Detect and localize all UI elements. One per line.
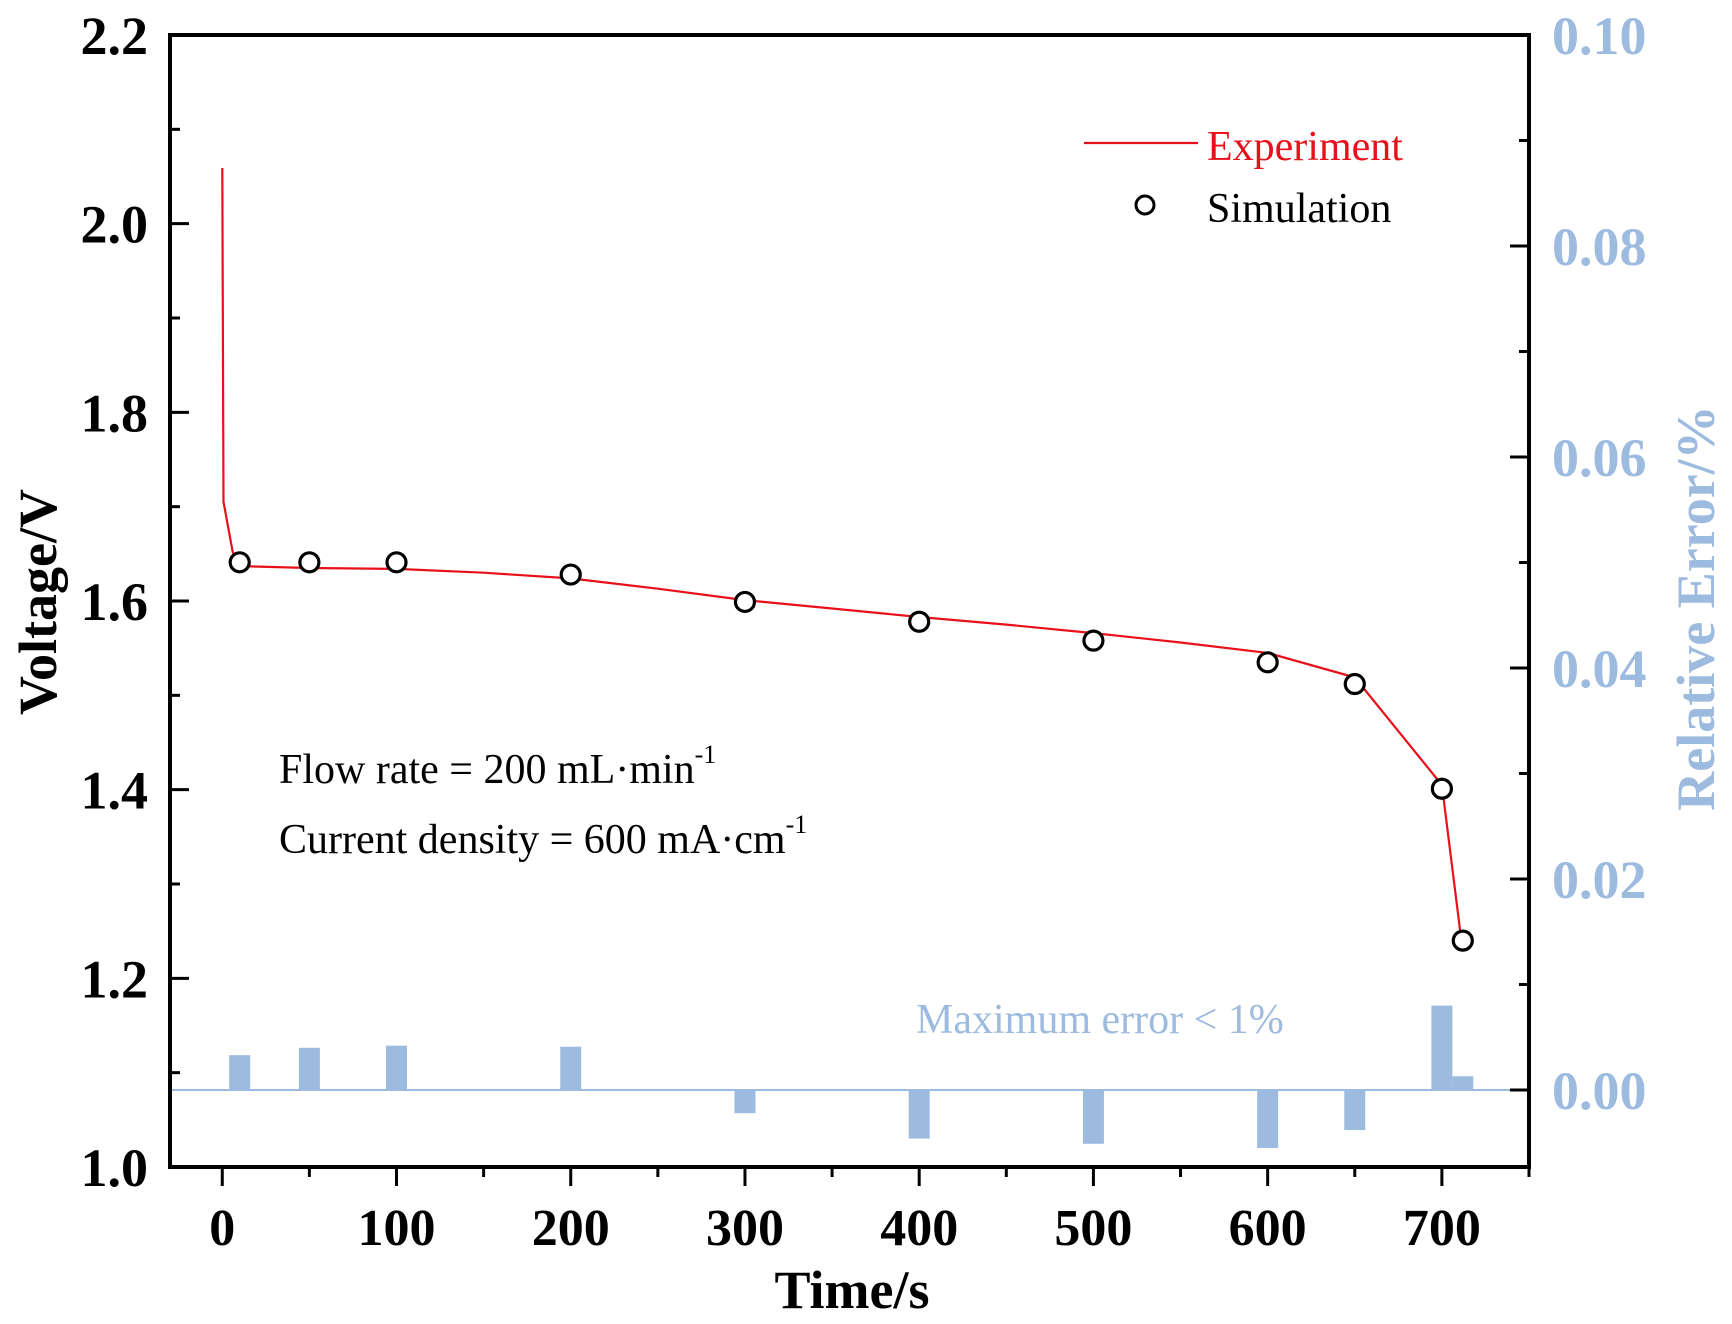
right-tick-label: 0.06 [1552,428,1647,488]
error-bar [229,1055,251,1090]
error-bar [734,1089,756,1114]
simulation-point [228,551,251,574]
x-axis-title: Time/s [774,1260,929,1320]
x-tick-label: 500 [1054,1200,1132,1257]
legend-experiment-label: Experiment [1207,124,1403,170]
flow-rate-sup: -1 [695,740,717,769]
legend: Experiment Simulation [1084,124,1403,232]
x-tick-label: 100 [358,1200,436,1257]
simulation-point [1343,672,1366,696]
y-tick-label: 1.4 [81,761,149,821]
x-axis-ticks: 0 100 200 300 400 500 600 700 [209,1167,1531,1257]
right-tick-label: 0.02 [1552,850,1647,910]
error-bar [1257,1089,1279,1149]
error-bar [560,1046,582,1090]
y-tick-label: 2.2 [81,6,149,66]
y-tick-label: 1.6 [81,572,149,632]
error-bar [386,1045,407,1090]
current-density-text: Current density = 600 mA·cm [279,817,786,863]
error-bar [1082,1089,1104,1144]
current-density-sup: -1 [786,810,808,839]
right-tick-label: 0.04 [1552,639,1647,699]
y-tick-label: 1.2 [81,949,149,1009]
simulation-point [385,551,408,574]
simulation-point [1082,629,1105,652]
max-error-annotation: Maximum error < 1% [916,997,1284,1043]
right-tick-label: 0.10 [1552,6,1647,66]
y-tick-label: 1.0 [81,1138,149,1198]
simulation-point [908,610,931,633]
error-bars [229,1005,1474,1149]
x-tick-label: 300 [706,1200,784,1257]
simulation-point [559,563,582,586]
simulation-point [298,551,321,574]
legend-simulation-label: Simulation [1207,186,1391,232]
error-bar [908,1089,930,1139]
error-bar [1344,1089,1366,1131]
error-bar [1452,1076,1474,1090]
x-tick-label: 400 [880,1200,958,1257]
legend-simulation-marker [1134,194,1156,216]
y-axis-title: Voltage/V [8,489,68,715]
simulation-point [1430,777,1453,800]
x-tick-label: 700 [1403,1200,1481,1257]
right-tick-label: 0.08 [1552,217,1647,277]
simulation-points [228,551,1474,952]
x-tick-label: 200 [532,1200,610,1257]
right-axis-ticks: 0.00 0.02 0.04 0.06 0.08 0.10 [1510,6,1647,1121]
y-tick-label: 1.8 [81,383,149,443]
flow-rate-annotation: Flow rate = 200 mL·min-1 [279,740,716,793]
simulation-point [1256,651,1279,674]
right-axis-title: Relative Error/% [1666,405,1726,810]
x-tick-label: 0 [209,1200,235,1257]
x-tick-label: 600 [1229,1200,1307,1257]
current-density-annotation: Current density = 600 mA·cm-1 [279,810,807,863]
simulation-point [1451,929,1474,952]
error-bar [298,1047,320,1090]
y-tick-label: 2.0 [81,195,149,255]
error-bar [1431,1005,1453,1090]
right-tick-label: 0.00 [1552,1061,1647,1121]
simulation-point [733,590,757,614]
y-axis-ticks: 1.0 1.2 1.4 1.6 1.8 2.0 2.2 [81,6,189,1198]
flow-rate-text: Flow rate = 200 mL·min [279,747,695,793]
